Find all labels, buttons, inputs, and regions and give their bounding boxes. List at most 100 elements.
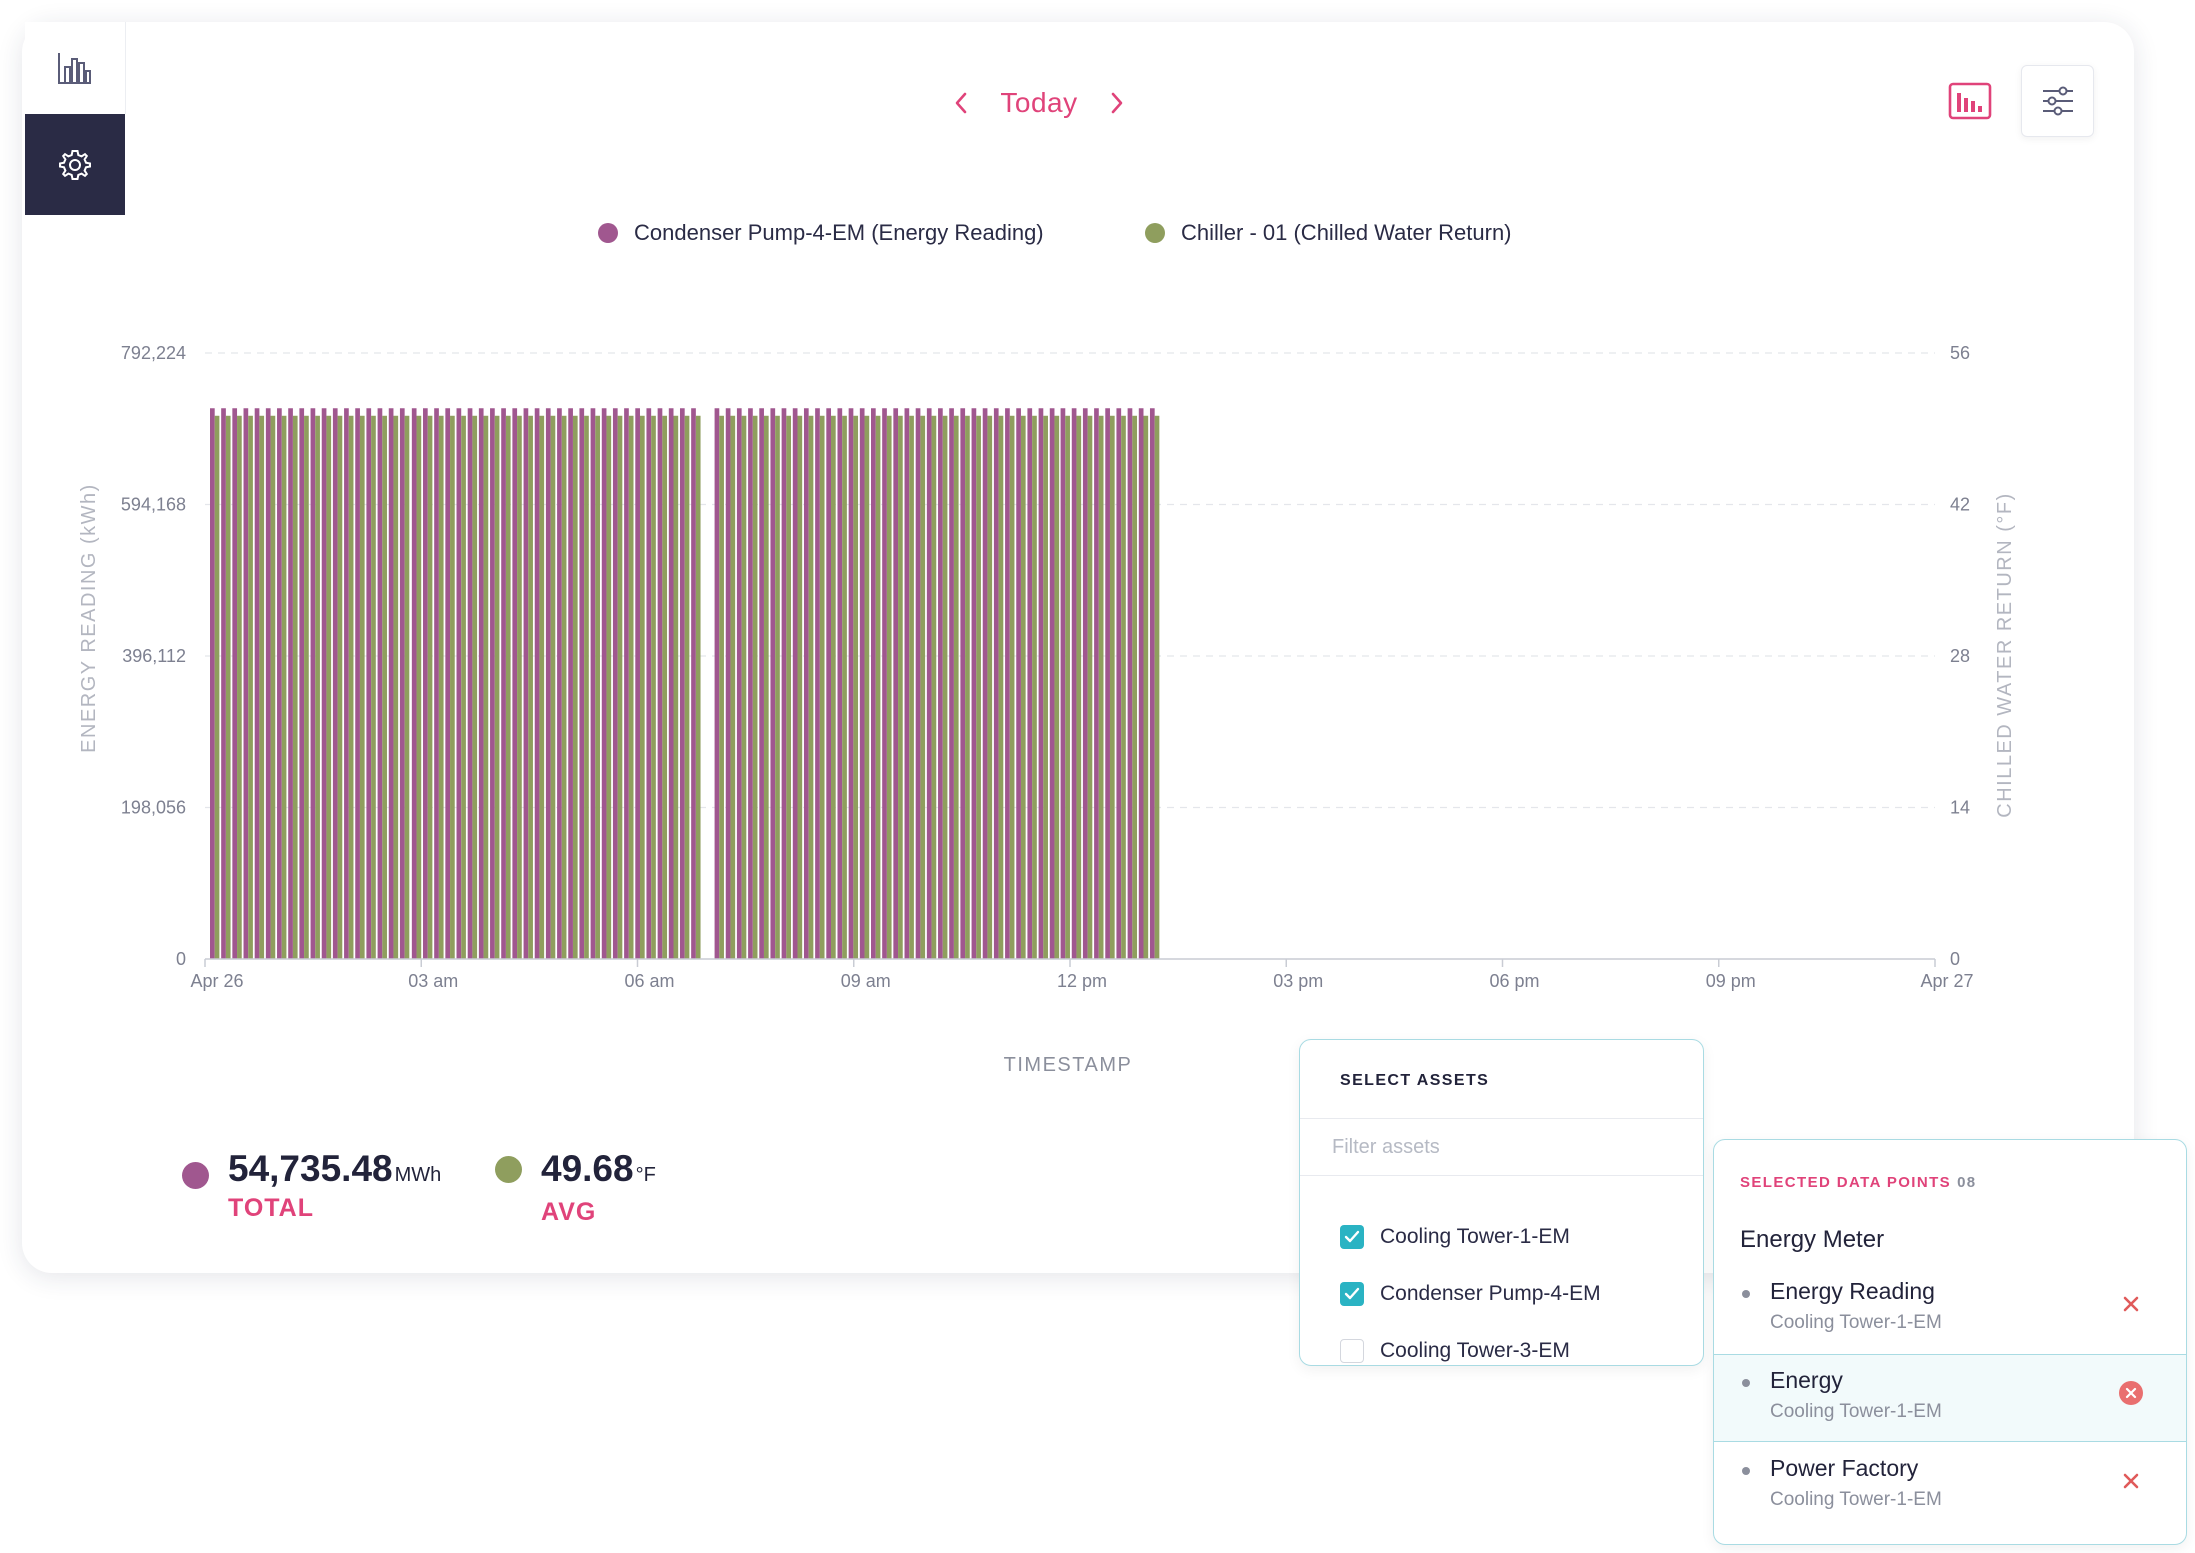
bar-series-2 xyxy=(998,415,1004,959)
bar-series-2 xyxy=(539,415,545,959)
bar-series-1 xyxy=(534,408,540,959)
y-tick-label: 792,224 xyxy=(121,343,186,363)
data-point-item[interactable]: Power Factory Cooling Tower-1-EM xyxy=(1714,1443,2186,1529)
bar-series-2 xyxy=(1020,415,1026,959)
filter-assets-input[interactable] xyxy=(1300,1119,1703,1175)
series-2-swatch xyxy=(495,1156,522,1183)
selection-count: 08 xyxy=(1957,1174,1977,1191)
bar-series-2 xyxy=(763,415,769,959)
sidebar-item-settings[interactable] xyxy=(25,114,125,215)
bar-series-1 xyxy=(770,408,776,959)
bar-series-2 xyxy=(786,415,792,959)
legend-label: Condenser Pump-4-EM (Energy Reading) xyxy=(634,220,1044,245)
bar-series-2 xyxy=(651,415,656,959)
bar-series-1 xyxy=(803,408,809,959)
bar-series-2 xyxy=(1087,415,1093,959)
date-navigator: Today xyxy=(940,83,1140,129)
data-point-asset: Cooling Tower-1-EM xyxy=(1770,1312,1942,1333)
bar-series-2 xyxy=(752,415,758,959)
bar-series-1 xyxy=(960,408,966,959)
bar-series-1 xyxy=(1049,408,1055,959)
data-point-item[interactable]: Energy Reading Cooling Tower-1-EM xyxy=(1714,1266,2186,1352)
y-tick-label: 594,168 xyxy=(121,495,186,515)
bar-series-2 xyxy=(1132,415,1138,959)
bar-series-1 xyxy=(848,408,854,959)
bar-series-1 xyxy=(938,408,943,959)
bar-series-1 xyxy=(366,408,372,959)
y2-tick-label: 14 xyxy=(1950,798,1970,818)
bar-series-2 xyxy=(695,415,701,959)
bar-series-2 xyxy=(348,415,354,959)
x-tick-label: 03 am xyxy=(408,971,458,991)
bar-series-1 xyxy=(668,408,674,959)
bar-series-2 xyxy=(561,415,567,959)
bar-series-2 xyxy=(819,415,825,959)
remove-circle-icon[interactable] xyxy=(2119,1381,2143,1405)
avg-value: 49.68 °F xyxy=(541,1148,656,1189)
bar-series-1 xyxy=(1094,408,1099,959)
bar-series-2 xyxy=(595,415,600,959)
bar-series-1 xyxy=(949,408,954,959)
asset-option[interactable]: Condenser Pump-4-EM xyxy=(1340,1274,1601,1314)
bar-series-2 xyxy=(1109,415,1115,959)
bar-series-2 xyxy=(337,415,343,959)
checkbox-checked[interactable] xyxy=(1340,1225,1364,1249)
bar-series-1 xyxy=(748,408,753,959)
chevron-right-icon[interactable] xyxy=(1102,89,1130,117)
bar-series-1 xyxy=(624,408,629,959)
filter-settings-button[interactable] xyxy=(2021,65,2094,137)
bar-series-2 xyxy=(953,415,959,959)
bar-series-2 xyxy=(842,415,847,959)
bar-series-1 xyxy=(646,408,652,959)
bar-series-2 xyxy=(1054,415,1060,959)
bar-series-1 xyxy=(243,408,249,959)
bar-series-2 xyxy=(639,415,645,959)
bar-series-2 xyxy=(920,415,926,959)
asset-label: Cooling Tower-3-EM xyxy=(1380,1339,1570,1362)
bar-series-1 xyxy=(1027,408,1033,959)
bar-series-1 xyxy=(893,408,899,959)
bar-series-1 xyxy=(490,408,495,959)
remove-icon[interactable] xyxy=(2119,1292,2143,1316)
bar-series-2 xyxy=(1121,415,1126,959)
sidebar xyxy=(25,22,126,215)
y2-tick-label: 42 xyxy=(1950,495,1970,515)
bar-series-2 xyxy=(281,415,287,959)
chevron-left-icon[interactable] xyxy=(948,89,976,117)
bar-series-1 xyxy=(1071,408,1077,959)
legend-item-series-1[interactable]: Condenser Pump-4-EM (Energy Reading) xyxy=(598,218,1044,248)
bar-series-1 xyxy=(523,408,529,959)
bar-series-2 xyxy=(797,415,803,959)
chart-type-toggle[interactable] xyxy=(1948,82,1992,120)
y-tick-label: 0 xyxy=(176,949,186,969)
data-point-item[interactable]: Energy Cooling Tower-1-EM xyxy=(1714,1354,2186,1442)
asset-option[interactable]: Cooling Tower-3-EM xyxy=(1340,1331,1570,1371)
bar-series-2 xyxy=(684,415,690,959)
data-point-name: Energy xyxy=(1770,1367,1843,1393)
date-label[interactable]: Today xyxy=(1000,87,1078,118)
bar-series-2 xyxy=(371,415,376,959)
bar-series-2 xyxy=(461,415,466,959)
remove-icon[interactable] xyxy=(2119,1469,2143,1493)
checkbox-unchecked[interactable] xyxy=(1340,1339,1364,1363)
sidebar-item-chart[interactable] xyxy=(25,22,126,114)
bar-series-2 xyxy=(1032,415,1037,959)
bar-series-2 xyxy=(315,415,320,959)
bar-series-2 xyxy=(808,415,814,959)
bar-series-2 xyxy=(438,415,444,959)
bar-series-1 xyxy=(993,408,999,959)
legend-label: Chiller - 01 (Chilled Water Return) xyxy=(1181,220,1512,245)
bar-series-2 xyxy=(483,415,489,959)
bar-series-2 xyxy=(393,415,399,959)
bar-series-2 xyxy=(606,415,612,959)
asset-option[interactable]: Cooling Tower-1-EM xyxy=(1340,1217,1570,1257)
legend-item-series-2[interactable]: Chiller - 01 (Chilled Water Return) xyxy=(1145,218,1512,248)
bar-series-2 xyxy=(942,415,948,959)
bar-series-1 xyxy=(277,408,282,959)
checkbox-checked[interactable] xyxy=(1340,1282,1364,1306)
asset-label: Cooling Tower-1-EM xyxy=(1380,1225,1570,1248)
bar-series-2 xyxy=(617,415,623,959)
bar-series-1 xyxy=(445,408,451,959)
bar-series-1 xyxy=(792,408,798,959)
bar-series-2 xyxy=(775,415,780,959)
